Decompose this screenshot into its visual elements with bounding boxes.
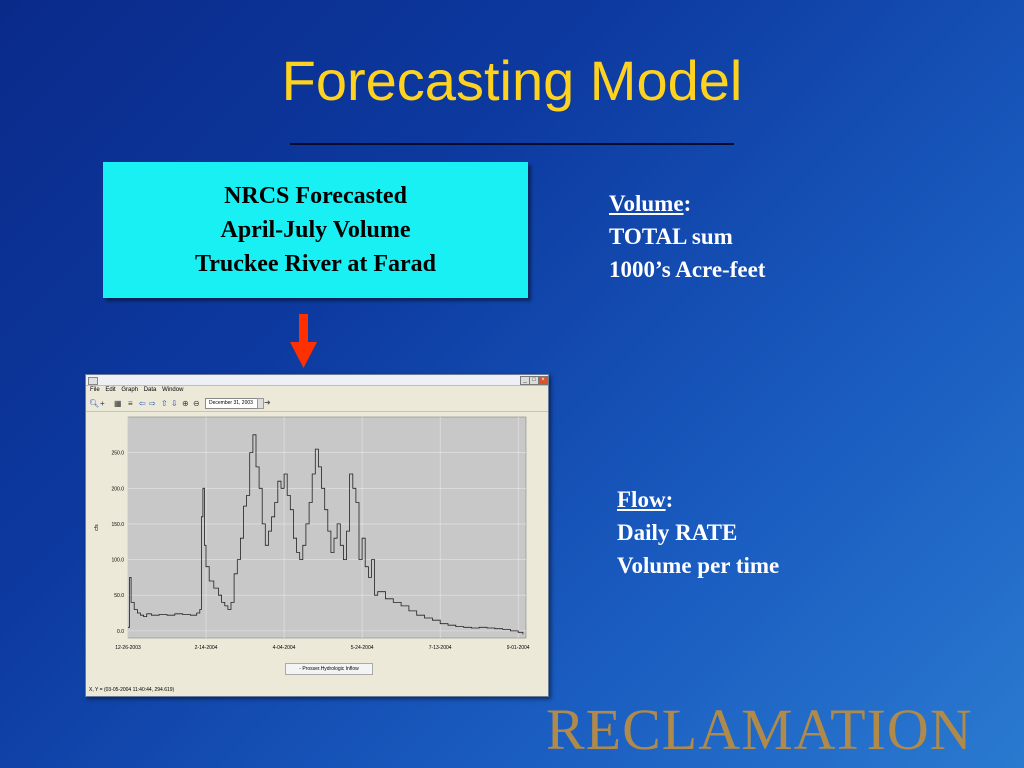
reclamation-logo: RECLAMATION bbox=[546, 697, 973, 762]
x-tick-label: 2-14-2004 bbox=[195, 645, 218, 651]
forecast-box: NRCS Forecasted April-July Volume Trucke… bbox=[103, 162, 528, 298]
date-field[interactable]: December 31, 2003 bbox=[205, 398, 258, 409]
app-titlebar[interactable]: _ □ × bbox=[86, 375, 548, 386]
x-tick-label: 7-13-2004 bbox=[429, 645, 452, 651]
down-arrow-icon bbox=[290, 314, 317, 368]
forecast-box-line-2: April-July Volume bbox=[220, 217, 411, 243]
menu-graph[interactable]: Graph bbox=[121, 387, 139, 393]
y-tick-label: 200.0 bbox=[111, 486, 124, 492]
y-tick-label: 100.0 bbox=[111, 558, 124, 564]
zoom-icon[interactable]: 🔍︎ bbox=[89, 399, 100, 408]
forecast-box-line-1: NRCS Forecasted bbox=[224, 183, 407, 209]
y-tick-label: 150.0 bbox=[111, 522, 124, 528]
navigate-icon[interactable]: ➜ bbox=[264, 398, 271, 407]
slide-title: Forecasting Model bbox=[281, 49, 743, 112]
close-button[interactable]: × bbox=[538, 376, 548, 385]
menu-bar: File Edit Graph Data Window bbox=[86, 386, 548, 395]
status-bar: X, Y = (03-05-2004 11:40:44, 294.619) bbox=[89, 687, 175, 693]
series-line bbox=[128, 434, 524, 635]
toolbar: 🔍︎ + ▦ ≡ ⇦ ⇨ ⇧ ⇩ ⊕ ⊖ bbox=[86, 396, 548, 412]
flow-chart[interactable]: 0.0 50.0 100.0 150.0 200.0 250.0 12-26-2003 2-1… bbox=[88, 412, 544, 662]
crosshair-icon[interactable]: + bbox=[100, 399, 105, 408]
flow-line-2: Volume per time bbox=[617, 553, 780, 578]
volume-note: Volume: TOTAL sum 1000’s Acre-feet bbox=[609, 187, 765, 286]
flow-line-1: Daily RATE bbox=[617, 520, 738, 545]
arrow-up-icon[interactable]: ⇧ bbox=[161, 399, 168, 408]
legend-swatch-icon: - bbox=[299, 666, 303, 672]
x-tick-label: 12-26-2003 bbox=[115, 645, 141, 651]
app-logo-icon bbox=[88, 377, 98, 385]
x-tick-label: 9-01-2004 bbox=[507, 645, 530, 651]
chart-icon[interactable]: ≡ bbox=[128, 399, 133, 408]
zoom-in-icon[interactable]: ⊕ bbox=[182, 399, 189, 408]
date-spinner[interactable] bbox=[257, 398, 264, 409]
legend-series-name: Prosser.Hydrologic Inflow bbox=[302, 666, 359, 672]
grid-icon[interactable]: ▦ bbox=[114, 399, 122, 408]
forecast-box-line-3: Truckee River at Farad bbox=[194, 251, 437, 277]
y-axis-label: cfs bbox=[94, 524, 100, 531]
title-divider bbox=[290, 143, 734, 145]
flow-note: Flow: Daily RATE Volume per time bbox=[617, 483, 779, 582]
volume-line-2: 1000’s Acre-feet bbox=[609, 257, 766, 282]
plot-panel: 0.0 50.0 100.0 150.0 200.0 250.0 12-26-2003 2-1… bbox=[88, 412, 544, 681]
menu-edit[interactable]: Edit bbox=[105, 387, 116, 393]
menu-file[interactable]: File bbox=[90, 387, 100, 393]
chart-legend: - Prosser.Hydrologic Inflow bbox=[285, 663, 373, 675]
volume-line-1: TOTAL sum bbox=[609, 224, 733, 249]
y-tick-label: 250.0 bbox=[111, 451, 124, 457]
x-tick-label: 5-24-2004 bbox=[351, 645, 374, 651]
arrow-down-icon[interactable]: ⇩ bbox=[171, 399, 178, 408]
menu-data[interactable]: Data bbox=[143, 387, 157, 393]
y-tick-label: 50.0 bbox=[114, 593, 124, 599]
x-tick-label: 4-04-2004 bbox=[273, 645, 296, 651]
flow-heading: Flow: bbox=[617, 487, 674, 512]
volume-heading: Volume: bbox=[609, 191, 692, 216]
menu-window[interactable]: Window bbox=[162, 387, 184, 393]
arrow-left-icon[interactable]: ⇦ bbox=[139, 399, 146, 408]
app-window: _ □ × File Edit Graph Data Window 🔍︎ + ▦… bbox=[85, 374, 549, 697]
plot-area bbox=[127, 416, 527, 639]
zoom-out-icon[interactable]: ⊖ bbox=[193, 399, 200, 408]
arrow-right-icon[interactable]: ⇨ bbox=[149, 399, 156, 408]
y-tick-label: 0.0 bbox=[117, 629, 124, 635]
